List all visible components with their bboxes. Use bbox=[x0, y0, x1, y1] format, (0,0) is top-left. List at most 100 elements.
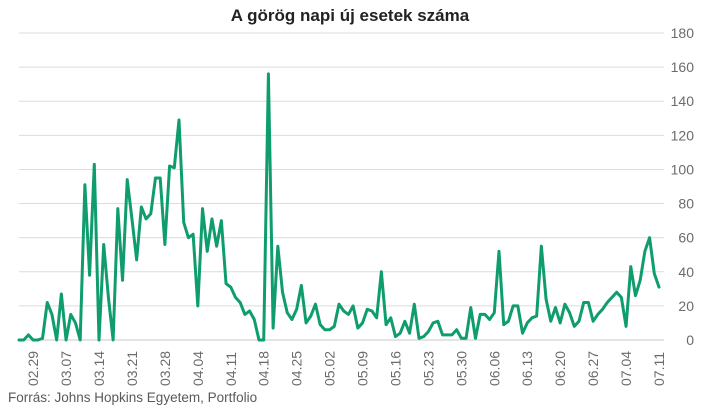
data-point bbox=[624, 325, 628, 328]
data-point bbox=[577, 320, 581, 323]
data-point bbox=[271, 326, 275, 330]
data-point bbox=[502, 323, 505, 326]
y-tick-label: 180 bbox=[671, 25, 695, 41]
data-point bbox=[46, 301, 49, 304]
data-point bbox=[394, 335, 397, 338]
data-point bbox=[102, 243, 105, 246]
data-point bbox=[50, 313, 54, 316]
data-point bbox=[384, 323, 388, 326]
y-tick-label: 20 bbox=[678, 298, 694, 314]
data-point bbox=[149, 212, 152, 215]
y-tick-label: 100 bbox=[671, 161, 695, 177]
x-tick-label: 05.09 bbox=[355, 351, 371, 386]
x-tick-label: 04.04 bbox=[190, 351, 206, 386]
data-point bbox=[158, 176, 162, 180]
data-point bbox=[403, 320, 407, 323]
data-point bbox=[234, 296, 237, 299]
x-tick-label: 03.07 bbox=[58, 351, 74, 386]
data-point bbox=[375, 316, 378, 320]
data-point bbox=[497, 250, 501, 253]
data-point bbox=[300, 284, 303, 287]
data-point bbox=[206, 250, 209, 253]
data-point bbox=[615, 291, 618, 294]
data-point bbox=[587, 301, 590, 304]
x-tick-label: 07.11 bbox=[651, 352, 667, 386]
data-point bbox=[356, 326, 360, 330]
data-point bbox=[83, 183, 87, 186]
x-tick-label: 02.29 bbox=[25, 351, 41, 386]
gridlines bbox=[19, 32, 664, 341]
data-point bbox=[135, 258, 138, 262]
data-point bbox=[657, 285, 661, 289]
data-point bbox=[107, 296, 110, 299]
data-point bbox=[22, 338, 25, 342]
data-point bbox=[398, 331, 402, 335]
data-point bbox=[573, 325, 576, 328]
data-point bbox=[648, 236, 651, 239]
data-point bbox=[530, 316, 534, 320]
data-point bbox=[154, 176, 157, 180]
data-point bbox=[126, 178, 129, 181]
data-point bbox=[417, 337, 421, 340]
data-point bbox=[634, 294, 637, 297]
x-tick-label: 05.02 bbox=[322, 351, 338, 386]
data-point bbox=[31, 338, 35, 342]
x-tick-label: 05.23 bbox=[420, 351, 436, 386]
data-point bbox=[60, 292, 63, 296]
data-point bbox=[540, 244, 543, 248]
data-point bbox=[474, 337, 477, 340]
data-point bbox=[257, 338, 261, 342]
data-point bbox=[610, 296, 614, 299]
data-points bbox=[17, 72, 661, 342]
data-point bbox=[97, 338, 101, 342]
data-point bbox=[215, 244, 218, 248]
data-point bbox=[229, 285, 232, 289]
data-point bbox=[511, 304, 515, 308]
data-point bbox=[493, 311, 496, 314]
data-point bbox=[290, 318, 294, 321]
data-point bbox=[116, 207, 120, 210]
data-point bbox=[140, 205, 143, 209]
data-point bbox=[507, 320, 510, 323]
x-tick-label: 05.30 bbox=[453, 351, 469, 386]
data-point bbox=[196, 304, 200, 308]
series-line bbox=[17, 72, 661, 342]
x-tick-label: 05.16 bbox=[387, 351, 403, 386]
data-point bbox=[526, 321, 529, 325]
data-point bbox=[535, 314, 538, 318]
data-point bbox=[620, 296, 623, 299]
data-point bbox=[521, 331, 524, 335]
x-tick-label: 03.28 bbox=[157, 351, 173, 386]
data-point bbox=[191, 233, 195, 236]
data-point bbox=[427, 330, 430, 333]
data-point bbox=[314, 302, 317, 306]
data-point bbox=[41, 337, 44, 340]
data-point bbox=[238, 301, 242, 304]
data-point bbox=[163, 243, 167, 246]
data-point bbox=[121, 279, 124, 282]
data-point bbox=[17, 338, 21, 342]
data-point bbox=[549, 320, 552, 323]
data-point bbox=[304, 321, 308, 325]
data-point bbox=[253, 318, 256, 321]
data-point bbox=[27, 333, 30, 337]
data-point bbox=[568, 311, 571, 314]
data-point bbox=[342, 309, 345, 313]
x-tick-label: 06.06 bbox=[486, 351, 502, 386]
data-point bbox=[563, 302, 567, 306]
data-point bbox=[629, 265, 632, 268]
data-point bbox=[93, 163, 96, 166]
data-point bbox=[276, 244, 280, 248]
data-point bbox=[441, 333, 444, 337]
data-point bbox=[450, 333, 454, 337]
x-tick-label: 03.21 bbox=[124, 351, 140, 386]
x-tick-label: 07.04 bbox=[618, 351, 634, 386]
x-tick-label: 06.20 bbox=[552, 351, 568, 386]
y-tick-label: 120 bbox=[671, 127, 695, 143]
data-point bbox=[333, 325, 336, 328]
data-point bbox=[55, 338, 58, 342]
data-point bbox=[267, 72, 270, 76]
data-point bbox=[309, 314, 312, 318]
data-point bbox=[224, 282, 228, 285]
